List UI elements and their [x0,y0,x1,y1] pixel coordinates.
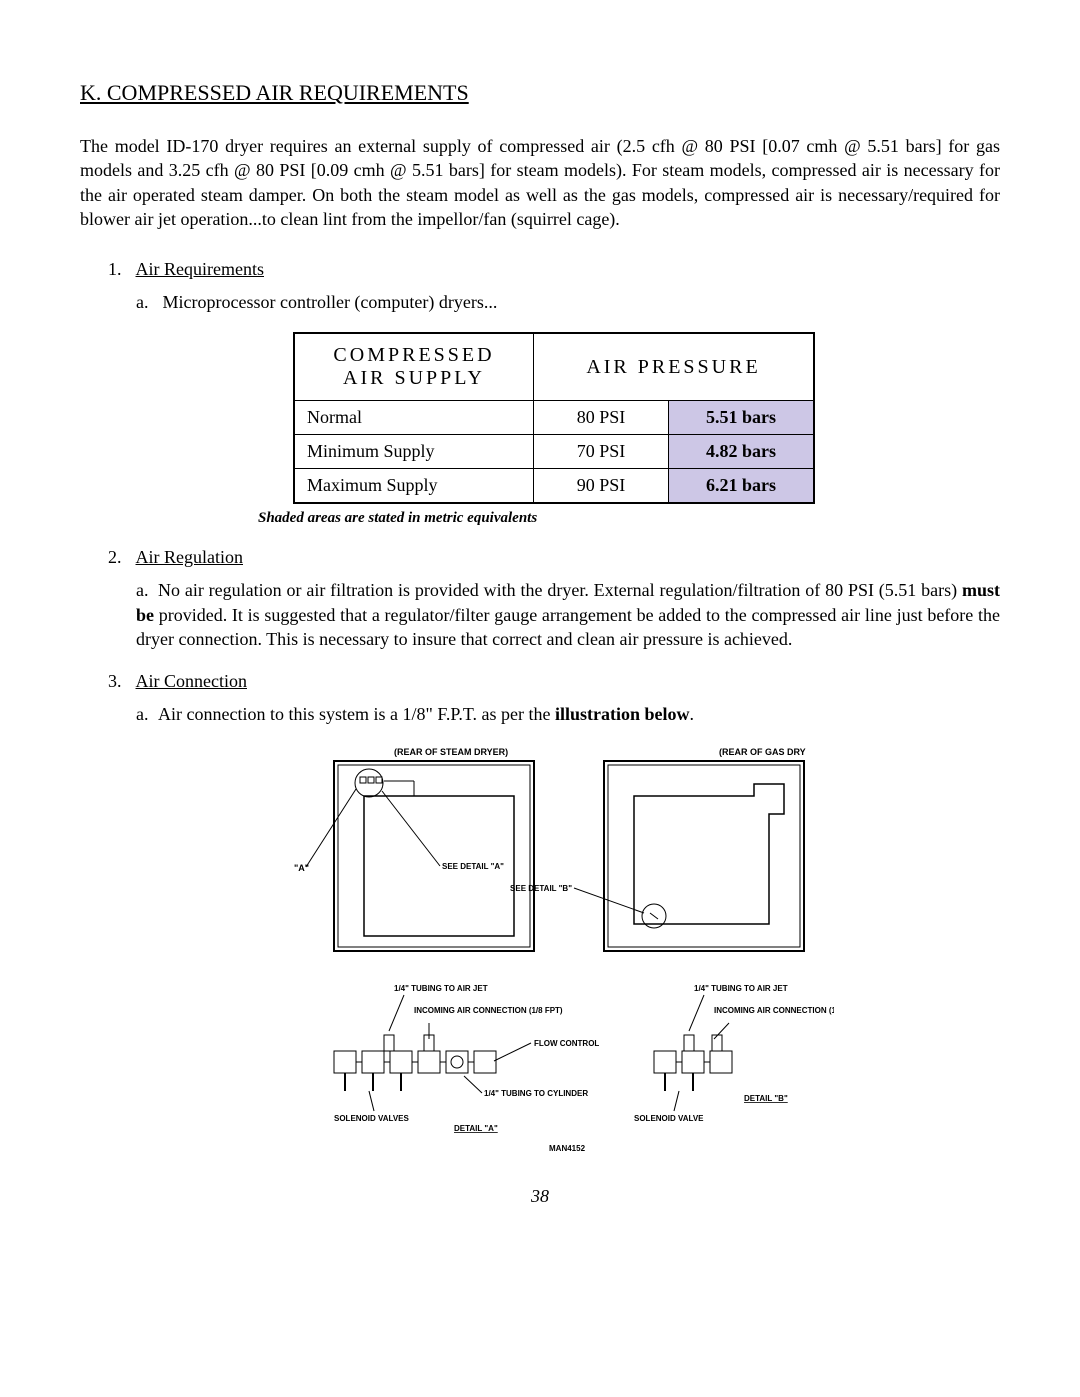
sub-text: Microprocessor controller (computer) dry… [163,292,498,312]
diagram-label-a: "A" [294,863,309,873]
table-header-pressure: AIR PRESSURE [534,333,815,401]
table-header-row: COMPRESSED AIR SUPPLY AIR PRESSURE [294,333,814,401]
diagram-label-solenoid-valve: SOLENOID VALVE [634,1114,704,1123]
air-pressure-table: COMPRESSED AIR SUPPLY AIR PRESSURE Norma… [293,332,815,504]
sub-text-post: . [690,704,695,724]
list-label: Air Regulation [136,547,243,567]
sub-text-bold: illustration below [555,704,690,724]
list-item-air-requirements: 1. Air Requirements a. Microprocessor co… [108,259,1000,527]
sub-letter: a. [136,702,158,726]
diagram-label-rear-steam: (REAR OF STEAM DRYER) [394,747,508,757]
diagram-label-rear-gas: (REAR OF GAS DRY [719,747,806,757]
sub-item: a.Air connection to this system is a 1/8… [108,702,1000,726]
table-cell-label: Maximum Supply [294,469,534,504]
diagram-label-flow-control: FLOW CONTROL [534,1039,599,1048]
diagram-label-solenoid-valves: SOLENOID VALVES [334,1114,409,1123]
intro-paragraph: The model ID-170 dryer requires an exter… [80,134,1000,231]
diagram-label-tubing-jet: 1/4" TUBING TO AIR JET [394,984,488,993]
sub-letter: a. [136,290,158,314]
diagram-label-see-detail-a: SEE DETAIL "A" [442,862,504,871]
table-cell-psi: 90 PSI [534,469,669,504]
diagram-label-tubing-cyl: 1/4" TUBING TO CYLINDER [484,1089,588,1098]
list-number: 1. [108,259,132,280]
diagram-label-incoming: INCOMING AIR CONNECTION (1/8 FPT) [414,1006,563,1015]
sub-letter: a. [136,578,158,602]
sub-item: a.No air regulation or air filtration is… [108,578,1000,651]
diagram-label-manref: MAN4152 [549,1144,586,1153]
list-item-air-regulation: 2. Air Regulation a.No air regulation or… [108,547,1000,651]
table-cell-bars: 4.82 bars [669,435,815,469]
table-row: Minimum Supply 70 PSI 4.82 bars [294,435,814,469]
table-cell-bars: 5.51 bars [669,401,815,435]
page-number: 38 [80,1186,1000,1207]
list-number: 3. [108,671,132,692]
list-item-air-connection: 3. Air Connection a.Air connection to th… [108,671,1000,1165]
air-connection-diagram: (REAR OF STEAM DRYER) SEE DETAIL "A" "A" [274,741,834,1161]
section-title: K. COMPRESSED AIR REQUIREMENTS [80,80,1000,106]
list-number: 2. [108,547,132,568]
list-label: Air Connection [136,671,247,691]
sub-text-post: provided. It is suggested that a regulat… [136,605,1000,649]
sub-text-pre: Air connection to this system is a 1/8" … [158,704,555,724]
table-header-supply: COMPRESSED AIR SUPPLY [294,333,534,401]
sub-text-pre: No air regulation or air filtration is p… [158,580,962,600]
table-cell-label: Normal [294,401,534,435]
sub-item: a. Microprocessor controller (computer) … [108,290,1000,314]
diagram-label-see-detail-b: SEE DETAIL "B" [510,884,572,893]
requirements-list: 1. Air Requirements a. Microprocessor co… [80,259,1000,1165]
table-caption: Shaded areas are stated in metric equiva… [258,510,1000,527]
diagram-label-detail-b: DETAIL "B" [744,1094,788,1103]
table-row: Maximum Supply 90 PSI 6.21 bars [294,469,814,504]
table-cell-psi: 70 PSI [534,435,669,469]
diagram-label-detail-a: DETAIL "A" [454,1124,498,1133]
table-cell-psi: 80 PSI [534,401,669,435]
table-cell-bars: 6.21 bars [669,469,815,504]
table-row: Normal 80 PSI 5.51 bars [294,401,814,435]
diagram-label-tubing-jet: 1/4" TUBING TO AIR JET [694,984,788,993]
diagram-label-incoming: INCOMING AIR CONNECTION (1/8 FPT) [714,1006,834,1015]
table-cell-label: Minimum Supply [294,435,534,469]
illustration: (REAR OF STEAM DRYER) SEE DETAIL "A" "A" [108,741,1000,1166]
list-label: Air Requirements [136,259,264,279]
